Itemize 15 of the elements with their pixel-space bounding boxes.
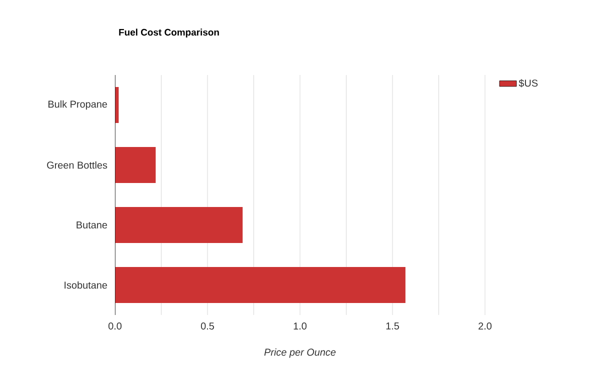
y-tick-label: Green Bottles	[47, 161, 108, 169]
y-tick-label: Butane	[76, 222, 108, 228]
y-tick-label: Isobutane	[64, 281, 108, 289]
legend-label: $US	[518, 79, 538, 88]
bar	[115, 147, 156, 184]
x-tick-label: 1.5	[386, 322, 400, 330]
x-tick-label: 2.0	[478, 322, 492, 330]
x-axis-title: Price per Ounce	[264, 348, 336, 358]
x-tick-label: 0.0	[108, 322, 122, 330]
bar	[115, 207, 243, 244]
chart-title: Fuel Cost Comparison	[119, 28, 219, 38]
bar	[115, 267, 406, 304]
x-tick-label: 0.5	[200, 322, 214, 330]
y-tick-label: Bulk Propane	[48, 100, 108, 110]
x-tick-label: 1.0	[294, 322, 307, 330]
